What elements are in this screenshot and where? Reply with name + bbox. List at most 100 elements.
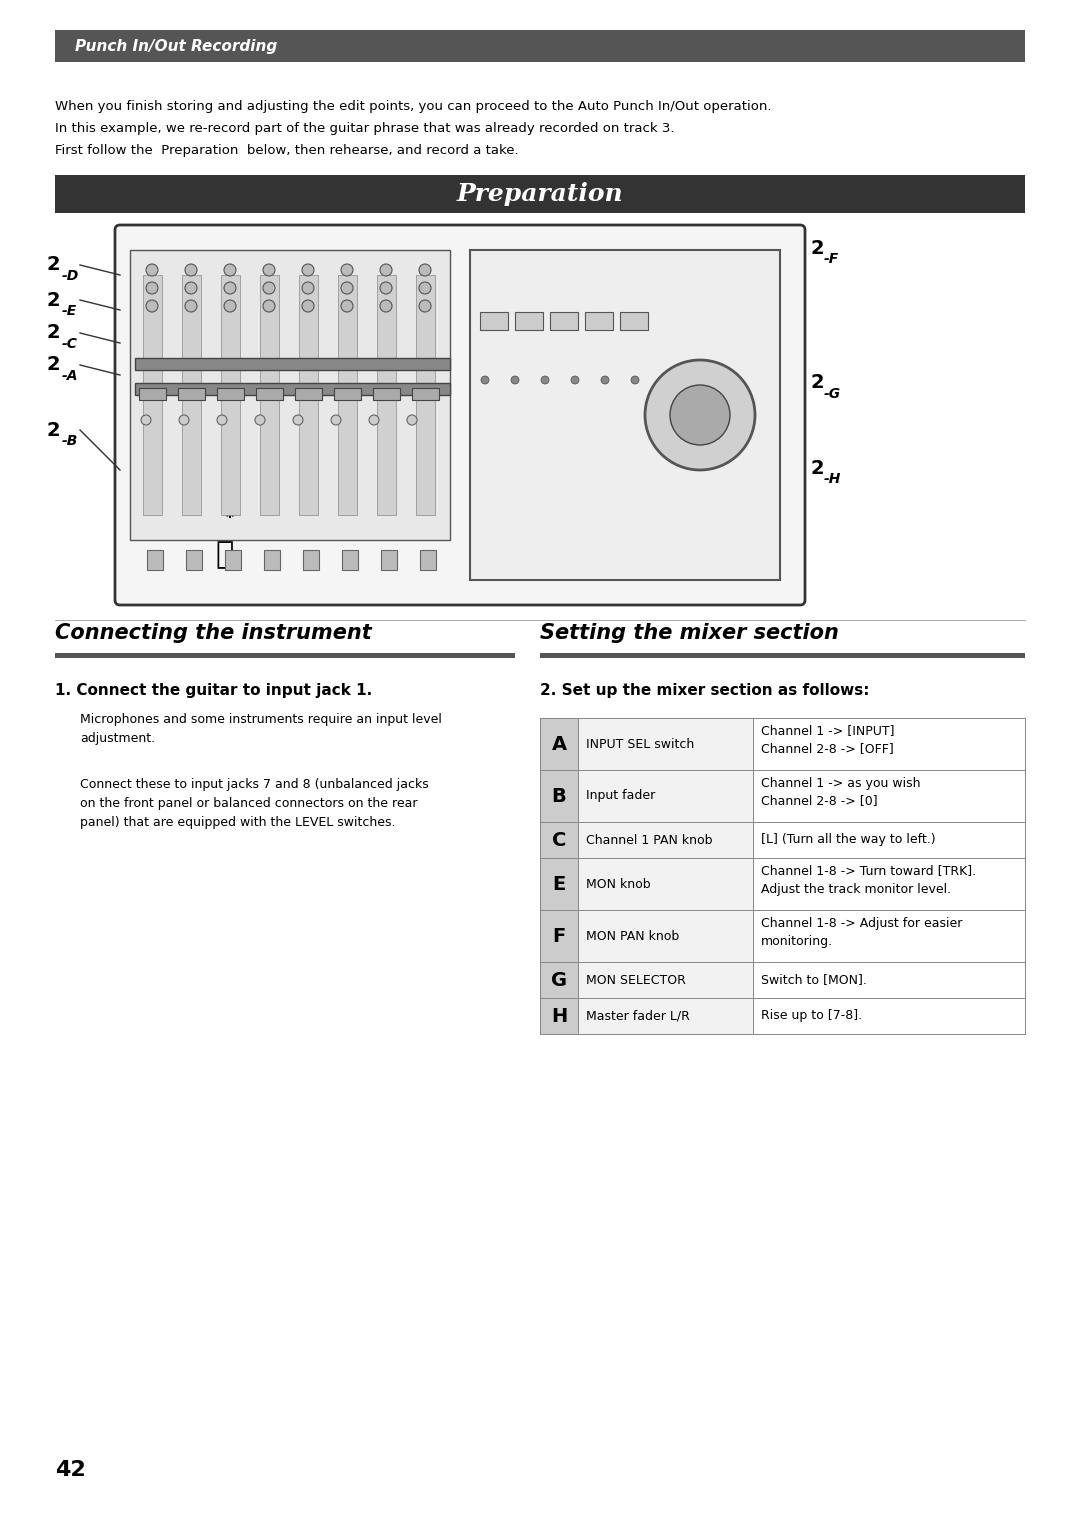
Text: Connecting the instrument: Connecting the instrument (55, 623, 372, 643)
Bar (540, 822, 1025, 859)
Bar (540, 822, 578, 859)
Text: -G: -G (824, 387, 841, 400)
Circle shape (541, 376, 549, 384)
Text: Connect these to input jacks 7 and 8 (unbalanced jacks
on the front panel or bal: Connect these to input jacks 7 and 8 (un… (80, 778, 429, 830)
Text: -C: -C (62, 338, 78, 351)
Circle shape (224, 264, 237, 277)
Circle shape (224, 283, 237, 293)
Text: -H: -H (824, 472, 841, 486)
Circle shape (264, 283, 275, 293)
Bar (411, 388, 438, 400)
Circle shape (341, 299, 353, 312)
Bar (221, 275, 240, 515)
Text: Channel 1 -> [INPUT]
Channel 2-8 -> [OFF]: Channel 1 -> [INPUT] Channel 2-8 -> [OFF… (761, 724, 894, 755)
Bar (578, 963, 753, 998)
Circle shape (380, 264, 392, 277)
Bar (217, 388, 244, 400)
Text: Microphones and some instruments require an input level
adjustment.: Microphones and some instruments require… (80, 714, 442, 746)
Bar (55, 652, 515, 659)
Text: When you finish storing and adjusting the edit points, you can proceed to the Au: When you finish storing and adjusting th… (55, 99, 771, 113)
Bar (295, 388, 322, 400)
Bar (260, 275, 279, 515)
Bar (334, 388, 361, 400)
Bar (480, 312, 508, 330)
Bar (753, 718, 1025, 770)
Text: H: H (551, 1007, 567, 1025)
Text: Switch to [MON].: Switch to [MON]. (761, 973, 867, 987)
Text: E: E (552, 874, 566, 894)
Text: Channel 1-8 -> Adjust for easier
monitoring.: Channel 1-8 -> Adjust for easier monitor… (761, 917, 962, 947)
Circle shape (481, 376, 489, 384)
Text: Rise up to [7-8].: Rise up to [7-8]. (761, 1010, 862, 1022)
Bar (540, 963, 1025, 998)
Circle shape (146, 264, 158, 277)
Circle shape (661, 376, 669, 384)
Text: -E: -E (62, 304, 78, 318)
Bar (540, 998, 578, 1034)
Bar (147, 550, 163, 570)
Text: Master fader L/R: Master fader L/R (586, 1010, 690, 1022)
Text: G: G (551, 970, 567, 990)
Text: -F: -F (824, 252, 839, 266)
Text: 2: 2 (46, 255, 60, 275)
Bar (753, 963, 1025, 998)
Text: -B: -B (62, 434, 79, 448)
Text: Channel 1 PAN knob: Channel 1 PAN knob (586, 833, 713, 847)
Text: 2: 2 (46, 420, 60, 440)
Circle shape (217, 416, 227, 425)
Bar (540, 911, 1025, 963)
Circle shape (264, 264, 275, 277)
Text: [L] (Turn all the way to left.): [L] (Turn all the way to left.) (761, 833, 935, 847)
Text: 2: 2 (46, 356, 60, 374)
Text: Setting the mixer section: Setting the mixer section (540, 623, 839, 643)
Text: 2: 2 (46, 290, 60, 310)
Bar (338, 275, 357, 515)
Circle shape (255, 416, 265, 425)
Circle shape (185, 299, 197, 312)
Circle shape (380, 283, 392, 293)
Bar (420, 550, 436, 570)
Circle shape (419, 283, 431, 293)
Text: 2: 2 (810, 458, 824, 477)
Bar (578, 859, 753, 911)
Circle shape (645, 361, 755, 471)
Bar (540, 911, 578, 963)
Bar (299, 275, 318, 515)
Bar (753, 822, 1025, 859)
Bar (470, 251, 780, 581)
Bar (753, 770, 1025, 822)
Text: 2: 2 (46, 324, 60, 342)
Bar (264, 550, 280, 570)
Bar (135, 384, 450, 396)
Circle shape (691, 376, 699, 384)
Bar (540, 718, 1025, 770)
FancyBboxPatch shape (114, 225, 805, 605)
Bar (540, 859, 1025, 911)
Text: Punch In/Out Recording: Punch In/Out Recording (75, 38, 278, 53)
Circle shape (419, 299, 431, 312)
Circle shape (302, 299, 314, 312)
Bar (578, 911, 753, 963)
Bar (130, 251, 450, 539)
Bar (578, 822, 753, 859)
Circle shape (264, 299, 275, 312)
Text: MON PAN knob: MON PAN knob (586, 929, 679, 943)
Text: B: B (552, 787, 566, 805)
Bar (585, 312, 613, 330)
Text: -D: -D (62, 269, 79, 283)
Text: C: C (552, 831, 566, 850)
Bar (753, 859, 1025, 911)
Circle shape (341, 283, 353, 293)
Circle shape (141, 416, 151, 425)
Bar (303, 550, 319, 570)
Bar (578, 998, 753, 1034)
Circle shape (380, 299, 392, 312)
Circle shape (631, 376, 639, 384)
Bar (578, 770, 753, 822)
Circle shape (600, 376, 609, 384)
Circle shape (670, 385, 730, 445)
Bar (753, 998, 1025, 1034)
Bar (540, 770, 578, 822)
Bar (55, 31, 1025, 63)
Text: In this example, we re-record part of the guitar phrase that was already recorde: In this example, we re-record part of th… (55, 122, 675, 134)
